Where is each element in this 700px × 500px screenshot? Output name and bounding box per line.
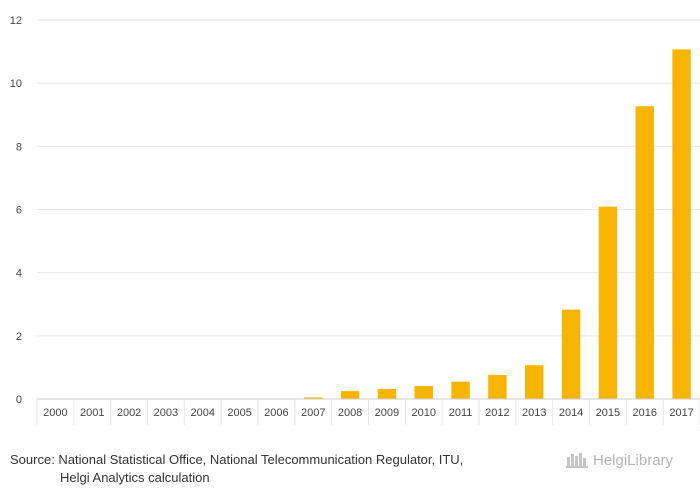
- y-tick-label: 4: [16, 268, 22, 280]
- x-tick-label: 2001: [80, 407, 104, 419]
- x-tick-label: 2000: [43, 407, 67, 419]
- source-note: Source: National Statistical Office, Nat…: [10, 451, 550, 487]
- bar-2014: [561, 309, 581, 399]
- x-tick-label: 2002: [117, 407, 141, 419]
- x-tick-label: 2003: [154, 407, 178, 419]
- y-axis-ticks: 0 2 4 6 8 10 12: [10, 15, 22, 406]
- y-tick-label: 6: [16, 205, 22, 217]
- bar-2017: [672, 49, 691, 400]
- x-tick-label: 2017: [669, 407, 693, 419]
- x-tick-label: 2007: [301, 407, 325, 419]
- x-tick-label: 2012: [485, 407, 509, 419]
- x-tick-label: 2004: [191, 407, 215, 419]
- source-line-2: Helgi Analytics calculation: [60, 470, 210, 485]
- bar-2010: [414, 386, 433, 399]
- x-tick-label: 2013: [522, 407, 546, 419]
- bar-2016: [635, 106, 654, 399]
- bar-2011: [451, 381, 470, 399]
- y-tick-label: 8: [16, 141, 22, 153]
- bar-2015: [598, 206, 618, 399]
- x-tick-label: 2005: [227, 407, 251, 419]
- bar-2013: [525, 365, 544, 399]
- source-line-1: Source: National Statistical Office, Nat…: [10, 452, 464, 467]
- y-tick-label: 2: [16, 331, 22, 343]
- y-tick-label: 12: [10, 15, 22, 27]
- library-books-icon: [566, 453, 588, 468]
- helgi-library-logo: HelgiLibrary: [566, 451, 673, 469]
- x-tick-label: 2015: [596, 407, 620, 419]
- bar-2009: [377, 388, 397, 399]
- x-tick-label: 2006: [264, 407, 288, 419]
- y-tick-label: 0: [16, 394, 22, 406]
- bar-2008: [340, 391, 360, 399]
- y-tick-label: 10: [10, 78, 22, 90]
- bar-2007: [304, 397, 323, 399]
- x-tick-label: 2016: [633, 407, 657, 419]
- x-axis: 2000 2001 2002 2003 2004 2005 2006 2007 2008 2009…: [36, 398, 700, 425]
- logo-text: HelgiLibrary: [593, 451, 674, 469]
- bars: [304, 49, 691, 400]
- bar-2012: [488, 374, 507, 399]
- gridlines: [37, 19, 700, 337]
- x-tick-label: 2014: [559, 407, 583, 419]
- x-tick-label: 2008: [338, 407, 362, 419]
- x-tick-label: 2010: [412, 407, 436, 419]
- x-tick-label: 2011: [449, 407, 473, 419]
- x-tick-label: 2009: [375, 407, 399, 419]
